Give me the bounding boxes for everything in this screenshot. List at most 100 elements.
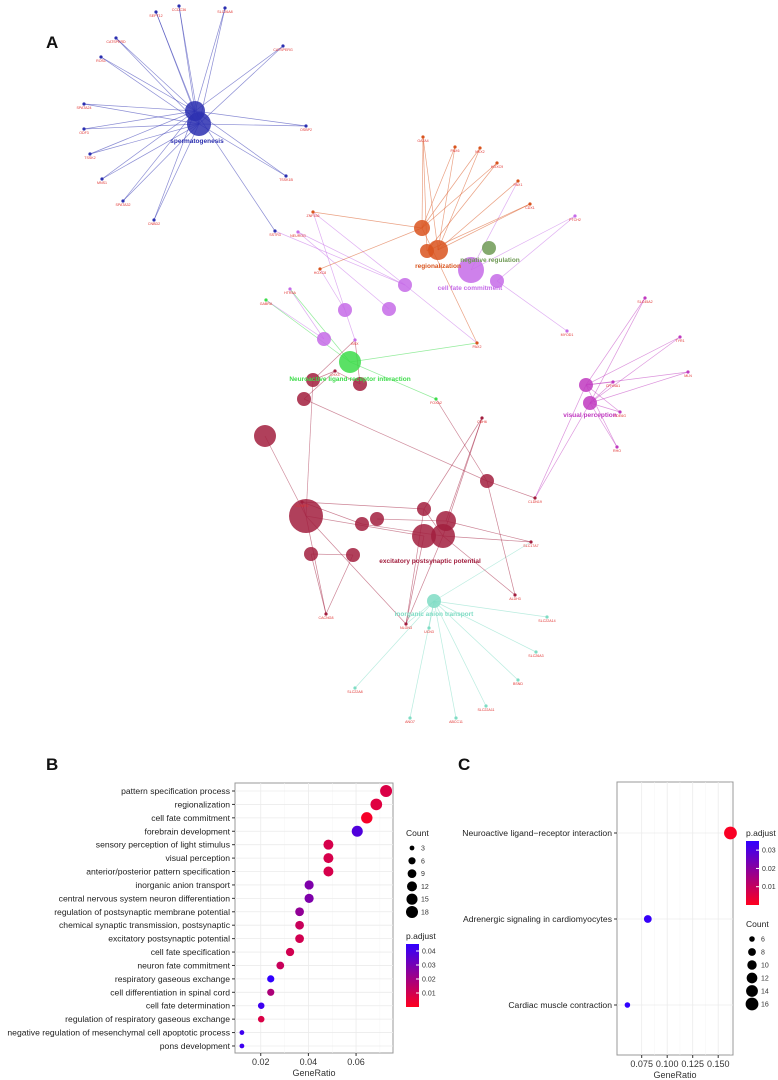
gene-label: OSBP2 <box>300 128 312 132</box>
network-edge <box>310 553 327 615</box>
network-edge <box>405 535 444 625</box>
gene-node <box>615 445 619 449</box>
data-point <box>257 1002 265 1009</box>
colorbar-label: 0.02 <box>422 977 436 984</box>
gene-node <box>177 4 181 8</box>
network-edge <box>585 384 621 413</box>
network-edge <box>297 231 406 286</box>
term-node <box>579 378 593 392</box>
legend-size-label: 15 <box>421 897 429 904</box>
legend-size-label: 12 <box>761 976 769 983</box>
network-edge <box>325 554 354 615</box>
gene-label: TSSK2 <box>84 156 95 160</box>
gene-node <box>273 229 277 233</box>
gene-node <box>324 612 328 616</box>
network-edge <box>433 600 519 681</box>
network-edge <box>534 384 587 499</box>
gene-label: SLC26A3 <box>528 654 543 658</box>
x-tick-label: 0.04 <box>300 1057 318 1067</box>
dotplot-go: 0.02 0.04 0.06 GeneRatio pattern specificati… <box>7 782 436 1078</box>
term-node <box>187 112 211 136</box>
legend-size-dot <box>406 893 418 905</box>
legend-size-label: 18 <box>421 910 429 917</box>
gene-label: HOXC9 <box>491 165 503 169</box>
gene-label: SLC45A2 <box>637 300 652 304</box>
term-node <box>370 512 384 526</box>
gene-label: CACNG8 <box>319 616 334 620</box>
gene-label: MNS1 <box>97 181 107 185</box>
gene-label: NKX2 <box>475 150 484 154</box>
colorbar <box>406 944 419 1007</box>
term-node <box>254 425 276 447</box>
network-edge <box>312 211 346 311</box>
y-tick-label: regulation of postsynaptic membrane pote… <box>54 907 230 917</box>
gene-label: CLDN19 <box>528 500 542 504</box>
network-edge <box>433 541 532 602</box>
y-tick-label: negative regulation of mesenchymal cell … <box>7 1028 230 1038</box>
legend-size-label: 10 <box>761 963 769 970</box>
network-edge <box>312 211 406 286</box>
term-node <box>417 502 431 516</box>
term-node <box>431 524 455 548</box>
network-edge <box>297 231 390 310</box>
legend-size-label: 12 <box>421 884 429 891</box>
gene-node <box>88 152 92 156</box>
gene-label: SLC26A8 <box>217 10 232 14</box>
term-node <box>353 377 367 391</box>
legend-size-label: 16 <box>761 1002 769 1009</box>
legend-size-dot <box>746 985 758 997</box>
network-edge <box>122 123 200 202</box>
gene-label: NEUROG <box>290 234 306 238</box>
data-point <box>295 920 304 930</box>
network-edge <box>585 336 681 386</box>
term-node <box>289 499 323 533</box>
gene-label: SLC22A14 <box>538 619 555 623</box>
network-edge <box>589 402 618 448</box>
y-tick-label: inorganic anion transport <box>135 880 230 890</box>
gene-label: HTR5A <box>284 291 296 295</box>
network-edge <box>101 123 200 180</box>
gene-node <box>545 615 549 619</box>
gene-label: MLN <box>684 374 692 378</box>
gene-label: PDE6G <box>614 414 626 418</box>
network-edge <box>435 398 488 482</box>
network-edge <box>421 136 424 229</box>
legend-title-count: Count <box>406 828 429 838</box>
network-edge <box>470 180 519 271</box>
gene-node <box>686 370 690 374</box>
y-tick-label: chemical synaptic transmission, postsyna… <box>59 920 231 930</box>
gene-node <box>643 296 647 300</box>
legend-title-padjust: p.adjust <box>746 828 776 838</box>
gene-label: TSSK1B <box>279 178 293 182</box>
gene-node <box>408 716 412 720</box>
network-edge <box>585 371 689 386</box>
legend-size-dot <box>407 869 417 878</box>
network-edge <box>423 417 483 510</box>
colorbar-label: 0.01 <box>422 991 436 998</box>
data-point <box>643 915 652 923</box>
gene-node <box>304 124 308 128</box>
gene-node <box>264 298 268 302</box>
y-tick-label: sensory perception of light stimulus <box>96 840 230 850</box>
gene-node <box>114 36 118 40</box>
panel-label-b: B <box>46 755 58 774</box>
gene-label: CRYBA1 <box>606 384 620 388</box>
network-edge <box>486 480 516 596</box>
network-edge <box>426 162 498 252</box>
network-edge <box>349 361 437 400</box>
gene-node <box>529 540 533 544</box>
term-label: negative regulation <box>460 257 520 264</box>
network-edge <box>305 515 407 625</box>
gene-node <box>318 267 322 271</box>
gene-node <box>281 44 285 48</box>
y-tick-label: excitatory postsynaptic potential <box>108 934 230 944</box>
data-point <box>295 934 304 943</box>
colorbar-label: 0.04 <box>422 949 436 956</box>
term-node <box>583 396 597 410</box>
data-point <box>285 947 295 957</box>
colorbar-label: 0.03 <box>762 848 776 855</box>
gene-label: SSTR3 <box>269 233 281 237</box>
term-node <box>382 302 396 316</box>
network-edge <box>486 480 536 499</box>
